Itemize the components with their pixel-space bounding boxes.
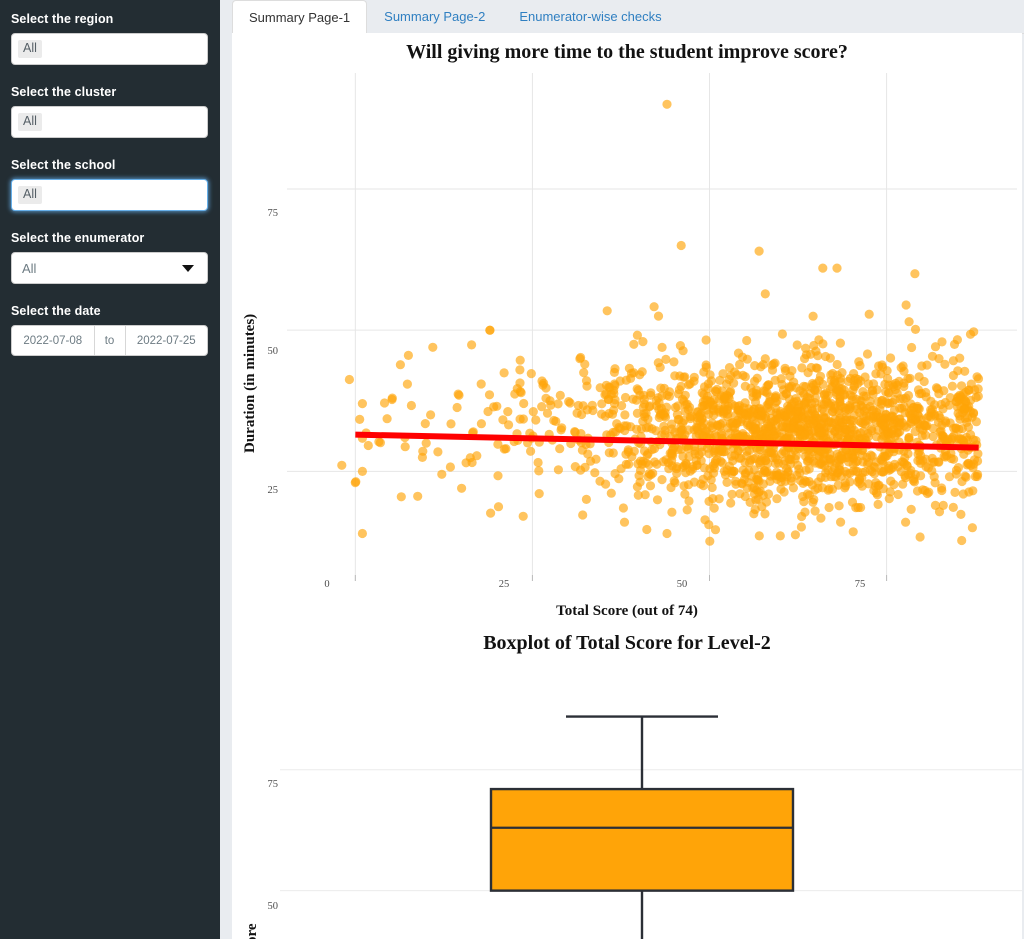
enumerator-select[interactable]: All — [11, 252, 208, 284]
enumerator-select-value: All — [22, 260, 37, 276]
scatter-xtick-75: 75 — [854, 579, 866, 590]
tab-summary-page-2[interactable]: Summary Page-2 — [384, 9, 486, 24]
region-select-value: All — [18, 40, 42, 58]
school-select[interactable]: All — [11, 179, 208, 211]
tab-bar: Summary Page-1 Summary Page-2 Enumerator… — [232, 0, 1024, 34]
filter-group-enumerator: Select the enumerator All — [11, 231, 209, 284]
scatter-xtick-0: 0 — [324, 579, 330, 590]
filter-label-enumerator: Select the enumerator — [11, 231, 145, 245]
boxplot-title: Boxplot of Total Score for Level-2 — [483, 632, 771, 654]
scatter-ytick-75: 75 — [267, 208, 279, 219]
tab-summary-page-1[interactable]: Summary Page-1 — [232, 0, 368, 34]
boxplot-ytick-75: 75 — [267, 779, 279, 790]
scatter-canvas — [287, 73, 1017, 581]
filter-group-cluster: Select the cluster All — [11, 85, 209, 138]
boxplot-canvas — [280, 715, 1022, 939]
cluster-select-value: All — [18, 113, 42, 131]
filter-group-school: Select the school All — [11, 158, 209, 211]
filter-group-region: Select the region All — [11, 12, 209, 65]
tab-enumerator-wise-checks[interactable]: Enumerator-wise checks — [519, 9, 662, 24]
cluster-select[interactable]: All — [11, 106, 208, 138]
scatter-plot-panel: Will giving more time to the student imp… — [232, 33, 1022, 633]
scatter-xtick-25: 25 — [498, 579, 510, 590]
filter-label-cluster: Select the cluster — [11, 85, 117, 99]
scatter-plot-title: Will giving more time to the student imp… — [406, 41, 848, 63]
filters-sidebar: Select the region All Select the cluster… — [0, 0, 220, 939]
region-select[interactable]: All — [11, 33, 208, 65]
date-start-input[interactable]: 2022-07-08 — [23, 334, 83, 347]
date-range-separator: to — [93, 326, 126, 355]
main-area: Summary Page-1 Summary Page-2 Enumerator… — [220, 0, 1024, 939]
filter-label-date: Select the date — [11, 304, 101, 318]
filter-label-school: Select the school — [11, 158, 116, 172]
left-gutter — [220, 0, 232, 939]
scatter-ytick-50: 50 — [267, 346, 279, 357]
scatter-ytick-25: 25 — [267, 485, 279, 496]
date-range-picker[interactable]: 2022-07-08 to 2022-07-25 — [11, 325, 208, 356]
filter-group-date: Select the date 2022-07-08 to 2022-07-25 — [11, 304, 209, 356]
boxplot-ytick-50: 50 — [267, 901, 279, 912]
date-end-input[interactable]: 2022-07-25 — [136, 334, 196, 347]
filter-label-region: Select the region — [11, 12, 114, 26]
tab-content-summary-page-1: Will giving more time to the student imp… — [232, 33, 1022, 939]
boxplot-panel: Boxplot of Total Score for Level-2 Score… — [232, 632, 1022, 939]
school-select-value: All — [18, 186, 42, 204]
scatter-xtick-50: 50 — [676, 579, 688, 590]
scatter-x-axis-label: Total Score (out of 74) — [556, 603, 698, 619]
chevron-down-icon — [182, 265, 194, 272]
